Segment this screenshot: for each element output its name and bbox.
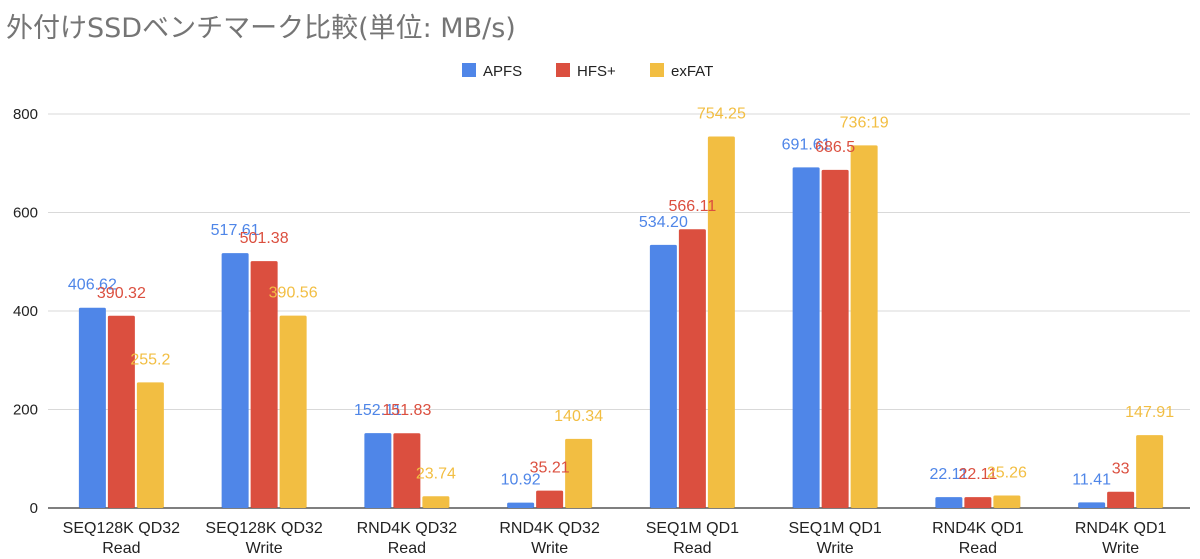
x-category-label: Read xyxy=(102,540,140,557)
bar-exfat xyxy=(707,136,735,509)
bar-apfs xyxy=(792,167,820,508)
x-category-label: SEQ1M QD1 xyxy=(788,520,881,537)
x-category-label: Read xyxy=(388,540,426,557)
x-category-label: RND4K QD32 xyxy=(499,520,600,537)
data-label: 390.32 xyxy=(97,285,146,302)
legend-label: APFS xyxy=(483,63,522,80)
bar-hfs xyxy=(821,169,849,508)
data-label: 147.91 xyxy=(1125,404,1174,421)
data-label: 11.41 xyxy=(1072,471,1111,488)
bar-hfs xyxy=(678,229,706,508)
bar-apfs xyxy=(507,502,535,508)
data-label: 566.11 xyxy=(669,198,717,215)
x-category-label: RND4K QD1 xyxy=(1075,520,1167,537)
bar-apfs xyxy=(78,307,106,508)
bar-hfs xyxy=(393,433,421,508)
x-category-label: Write xyxy=(1102,540,1139,557)
bar-hfs xyxy=(107,315,135,508)
data-label: 10.92 xyxy=(501,472,541,489)
data-label: 501.38 xyxy=(240,230,289,247)
x-category-label: RND4K QD1 xyxy=(932,520,1024,537)
data-label: 686.5 xyxy=(815,139,855,156)
bar-apfs xyxy=(935,497,963,508)
chart-title: 外付けSSDベンチマーク比較(単位: MB/s) xyxy=(6,13,516,44)
data-label: 517.61 xyxy=(211,222,260,239)
bar-exfat xyxy=(850,145,878,508)
data-label: 152.11 xyxy=(354,402,402,419)
x-category-label: SEQ1M QD1 xyxy=(646,520,739,537)
bar-hfs xyxy=(536,490,564,508)
legend-swatch-apfs xyxy=(462,63,476,77)
legend-label: exFAT xyxy=(671,63,713,80)
bar-exfat xyxy=(136,382,164,508)
bar-exfat xyxy=(1136,435,1164,508)
legend-swatch-hfs xyxy=(556,63,570,77)
x-category-label: SEQ128K QD32 xyxy=(63,520,181,537)
bar-apfs xyxy=(221,253,249,508)
data-label: 33 xyxy=(1112,461,1130,478)
y-tick-label: 800 xyxy=(13,106,38,123)
bar-exfat xyxy=(993,495,1021,508)
x-category-label: Read xyxy=(673,540,711,557)
bar-hfs xyxy=(250,261,278,508)
bar-exfat xyxy=(422,496,450,508)
y-tick-label: 600 xyxy=(13,205,38,222)
data-label: 534.20 xyxy=(639,214,688,231)
data-label: 406.62 xyxy=(68,277,117,294)
legend-swatch-exfat xyxy=(650,63,664,77)
bar-apfs xyxy=(649,244,677,508)
data-label: 691.61 xyxy=(782,136,831,153)
bar-hfs xyxy=(964,497,992,508)
data-label: 35.21 xyxy=(530,460,570,477)
data-label: 25.26 xyxy=(987,465,1027,482)
x-category-label: Read xyxy=(959,540,997,557)
bar-exfat xyxy=(565,438,593,508)
data-label: 736:19 xyxy=(840,114,889,131)
data-label: 23.74 xyxy=(416,465,456,482)
data-label: 754.25 xyxy=(697,106,746,123)
data-label: 140.34 xyxy=(554,408,603,425)
x-category-label: Write xyxy=(817,540,854,557)
legend-label: HFS+ xyxy=(577,63,616,80)
data-label: 255.2 xyxy=(130,351,170,368)
bar-apfs xyxy=(364,433,392,508)
data-label: 151.83 xyxy=(382,402,431,419)
x-category-label: RND4K QD32 xyxy=(357,520,458,537)
x-category-label: Write xyxy=(246,540,283,557)
y-tick-label: 400 xyxy=(13,303,38,320)
y-tick-label: 0 xyxy=(30,500,38,517)
x-category-label: SEQ128K QD32 xyxy=(205,520,323,537)
bar-exfat xyxy=(279,315,307,508)
x-category-label: Write xyxy=(531,540,568,557)
y-tick-label: 200 xyxy=(13,402,38,419)
data-label: 390.56 xyxy=(269,285,318,302)
bar-apfs xyxy=(1078,502,1106,508)
data-label: 22.11 xyxy=(929,466,968,483)
data-label: 22.11 xyxy=(958,466,997,483)
bar-hfs xyxy=(1107,491,1135,508)
